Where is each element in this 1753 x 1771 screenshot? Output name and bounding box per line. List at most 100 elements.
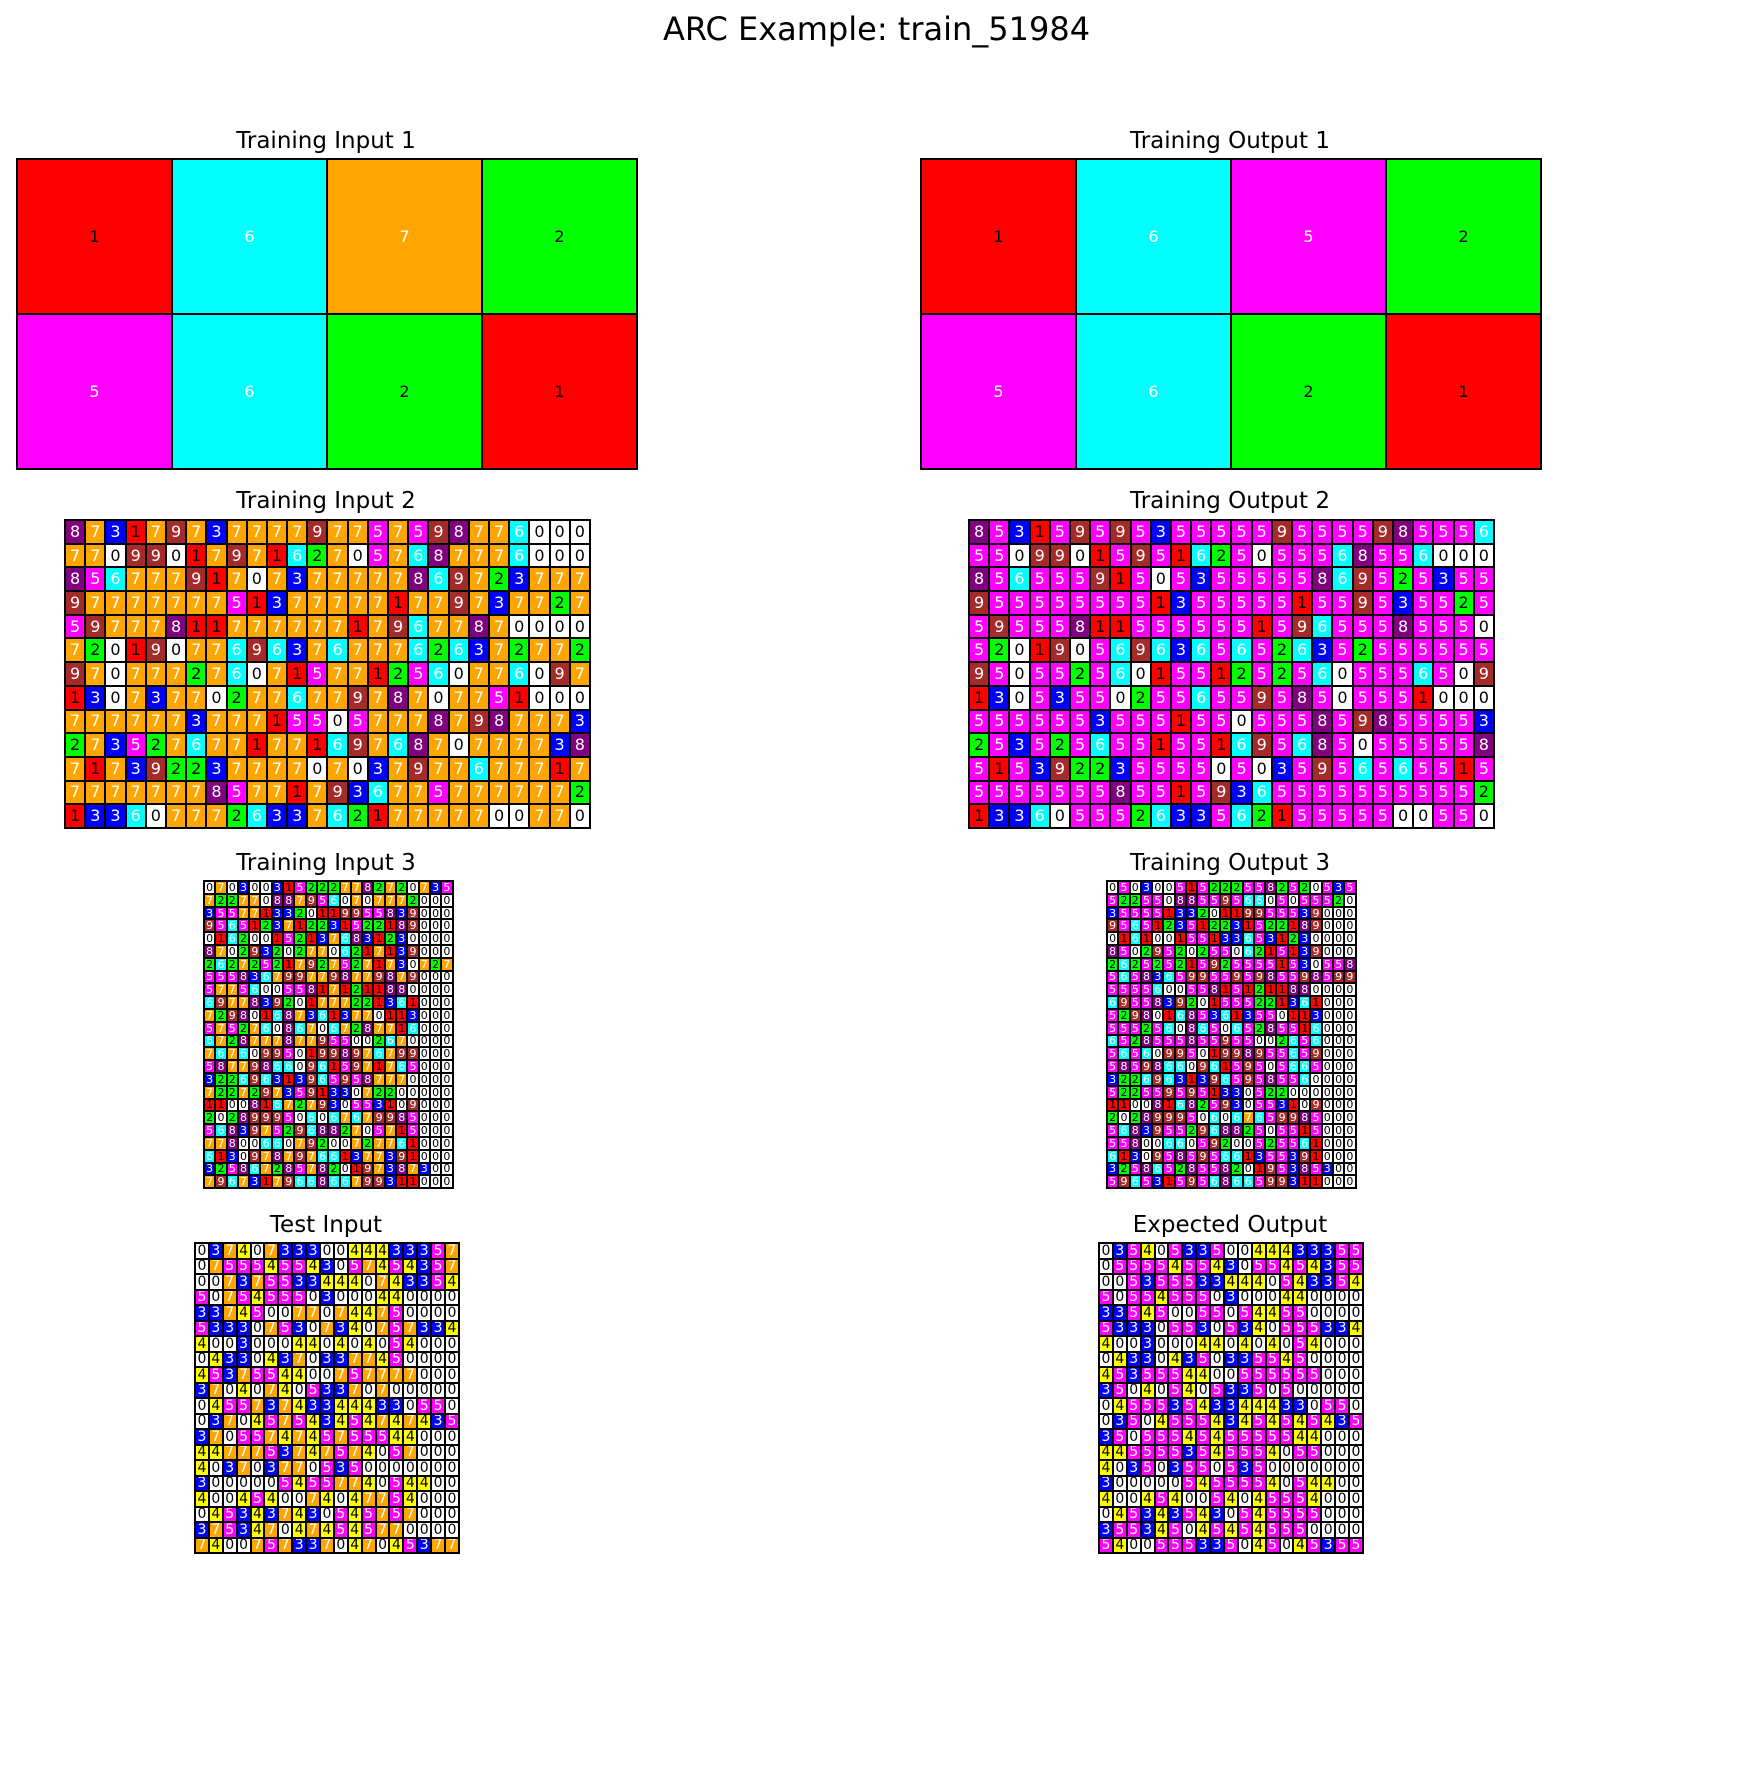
grid-cell: 7 [333,1305,348,1321]
grid-cell: 7 [529,638,550,663]
grid-cell: 7 [85,520,106,544]
grid-cell: 5 [1251,1413,1266,1429]
grid-cell: 9 [1253,970,1266,984]
grid-cell: 5 [236,1258,251,1274]
grid-cell: 0 [445,1367,459,1383]
grid-cell: 3 [266,591,288,615]
grid-cell: 6 [316,1072,329,1086]
grid-cell: 7 [488,543,510,568]
grid-cell: 5 [1197,1008,1209,1022]
grid-cell: 8 [237,970,250,984]
grid-cell: 1 [407,996,419,1009]
grid-cell: 6 [1287,1060,1300,1073]
grid-cell: 9 [328,970,340,984]
grid-cell: 5 [431,1398,446,1414]
grid-cell: 7 [271,1034,284,1048]
grid-cell: 4 [1307,1491,1322,1507]
grid-cell: 5 [1453,780,1474,805]
grid-cell: 7 [215,1136,227,1150]
grid-cell: 3 [1126,1460,1141,1476]
grid-cell: 5 [1107,1060,1119,1073]
grid-cell: 3 [1310,1008,1322,1022]
grid-cell: 3 [1237,1382,1252,1398]
grid-cell: 5 [1126,1522,1141,1538]
grid-cell: 6 [1299,1072,1311,1086]
grid-cell: 2 [1107,1111,1119,1125]
grid-cell: 0 [403,1351,418,1367]
grid-cell: 5 [1453,614,1474,639]
grid-cell: 5 [250,1491,265,1507]
grid-cell: 5 [1110,733,1131,757]
grid-cell: 7 [125,662,146,686]
grid-cell: 0 [278,1491,293,1507]
grid-cell: 5 [1197,932,1209,945]
grid-cell: 4 [1237,1398,1252,1414]
grid-cell: 1 [1174,932,1187,945]
grid-cell: 5 [1279,1305,1294,1321]
grid-cell: 5 [407,1124,419,1137]
grid-cell: 6 [1231,1111,1243,1125]
grid-cell: 7 [287,614,308,639]
grid-cell: 0 [1009,685,1030,710]
grid-cell: 1 [1231,906,1243,920]
grid-cell: 8 [1473,733,1494,757]
grid-cell: 7 [408,591,429,615]
grid-cell: 5 [195,1289,209,1305]
grid-cell: 4 [347,1305,362,1321]
grid-cell: 0 [431,1506,446,1522]
grid-cell: 0 [1349,1382,1363,1398]
grid-cell: 5 [1168,1243,1183,1259]
grid-cell: 4 [1251,1305,1266,1321]
grid-cell: 9 [85,614,106,639]
grid-cell: 6 [271,1136,284,1150]
grid-cell: 3 [417,1274,432,1290]
grid-cell: 9 [384,1111,397,1125]
grid-cell: 8 [350,932,363,945]
grid-cell: 6 [1163,1021,1175,1035]
grid-cell: 0 [375,1336,390,1352]
grid-cell: 0 [1279,1336,1294,1352]
grid-cell: 0 [105,662,126,686]
grid-cell: 5 [1265,1098,1277,1112]
grid-cell: 5 [1231,1060,1243,1073]
grid-cell: 6 [327,804,348,828]
grid-cell: 0 [226,944,238,958]
grid-cell: 5 [208,1367,223,1383]
grid-cell: 7 [428,804,449,828]
grid-cell: 1 [1110,567,1131,592]
grid-cell: 4 [1112,1537,1127,1553]
grid-cell: 3 [1321,1537,1336,1553]
grid-cell: 0 [361,1289,376,1305]
grid-cell: 3 [1099,1429,1113,1445]
grid-cell: 1 [1219,906,1232,920]
grid-cell: 0 [418,906,430,920]
grid-cell: 0 [1210,1289,1225,1305]
grid-cell: 4 [1182,1382,1197,1398]
grid-cell: 0 [278,1305,293,1321]
grid-cell: 3 [333,1382,348,1398]
grid-cell: 5 [1307,1413,1322,1429]
grid-cell: 2 [1118,1008,1130,1022]
grid-cell: 4 [1224,1491,1238,1507]
grid-cell: 3 [1182,1444,1197,1460]
grid-cell: 7 [403,1413,418,1429]
grid-cell: 7 [125,591,146,615]
grid-cell: 7 [362,1047,374,1061]
grid-cell: 4 [389,1413,404,1429]
grid-cell: 5 [1168,1367,1183,1383]
grid-cell: 5 [1292,756,1313,781]
grid-cell: 5 [1265,1429,1280,1445]
grid-cell: 7 [222,1289,237,1305]
grid-cell: 5 [1307,1367,1322,1383]
grid-cell: 5 [1242,996,1254,1009]
grid-cell: 5 [1287,881,1300,894]
grid-cell: 0 [1321,1175,1333,1189]
grid-cell: 7 [549,638,570,663]
grid-cell: 1 [509,685,530,710]
grid-cell: 9 [204,919,216,933]
grid-cell: 5 [204,1124,216,1137]
grid-cell: 9 [1276,1175,1288,1189]
grid-cell: 9 [468,709,489,734]
grid-cell: 7 [125,780,146,805]
grid-cell: 9 [260,1085,272,1099]
